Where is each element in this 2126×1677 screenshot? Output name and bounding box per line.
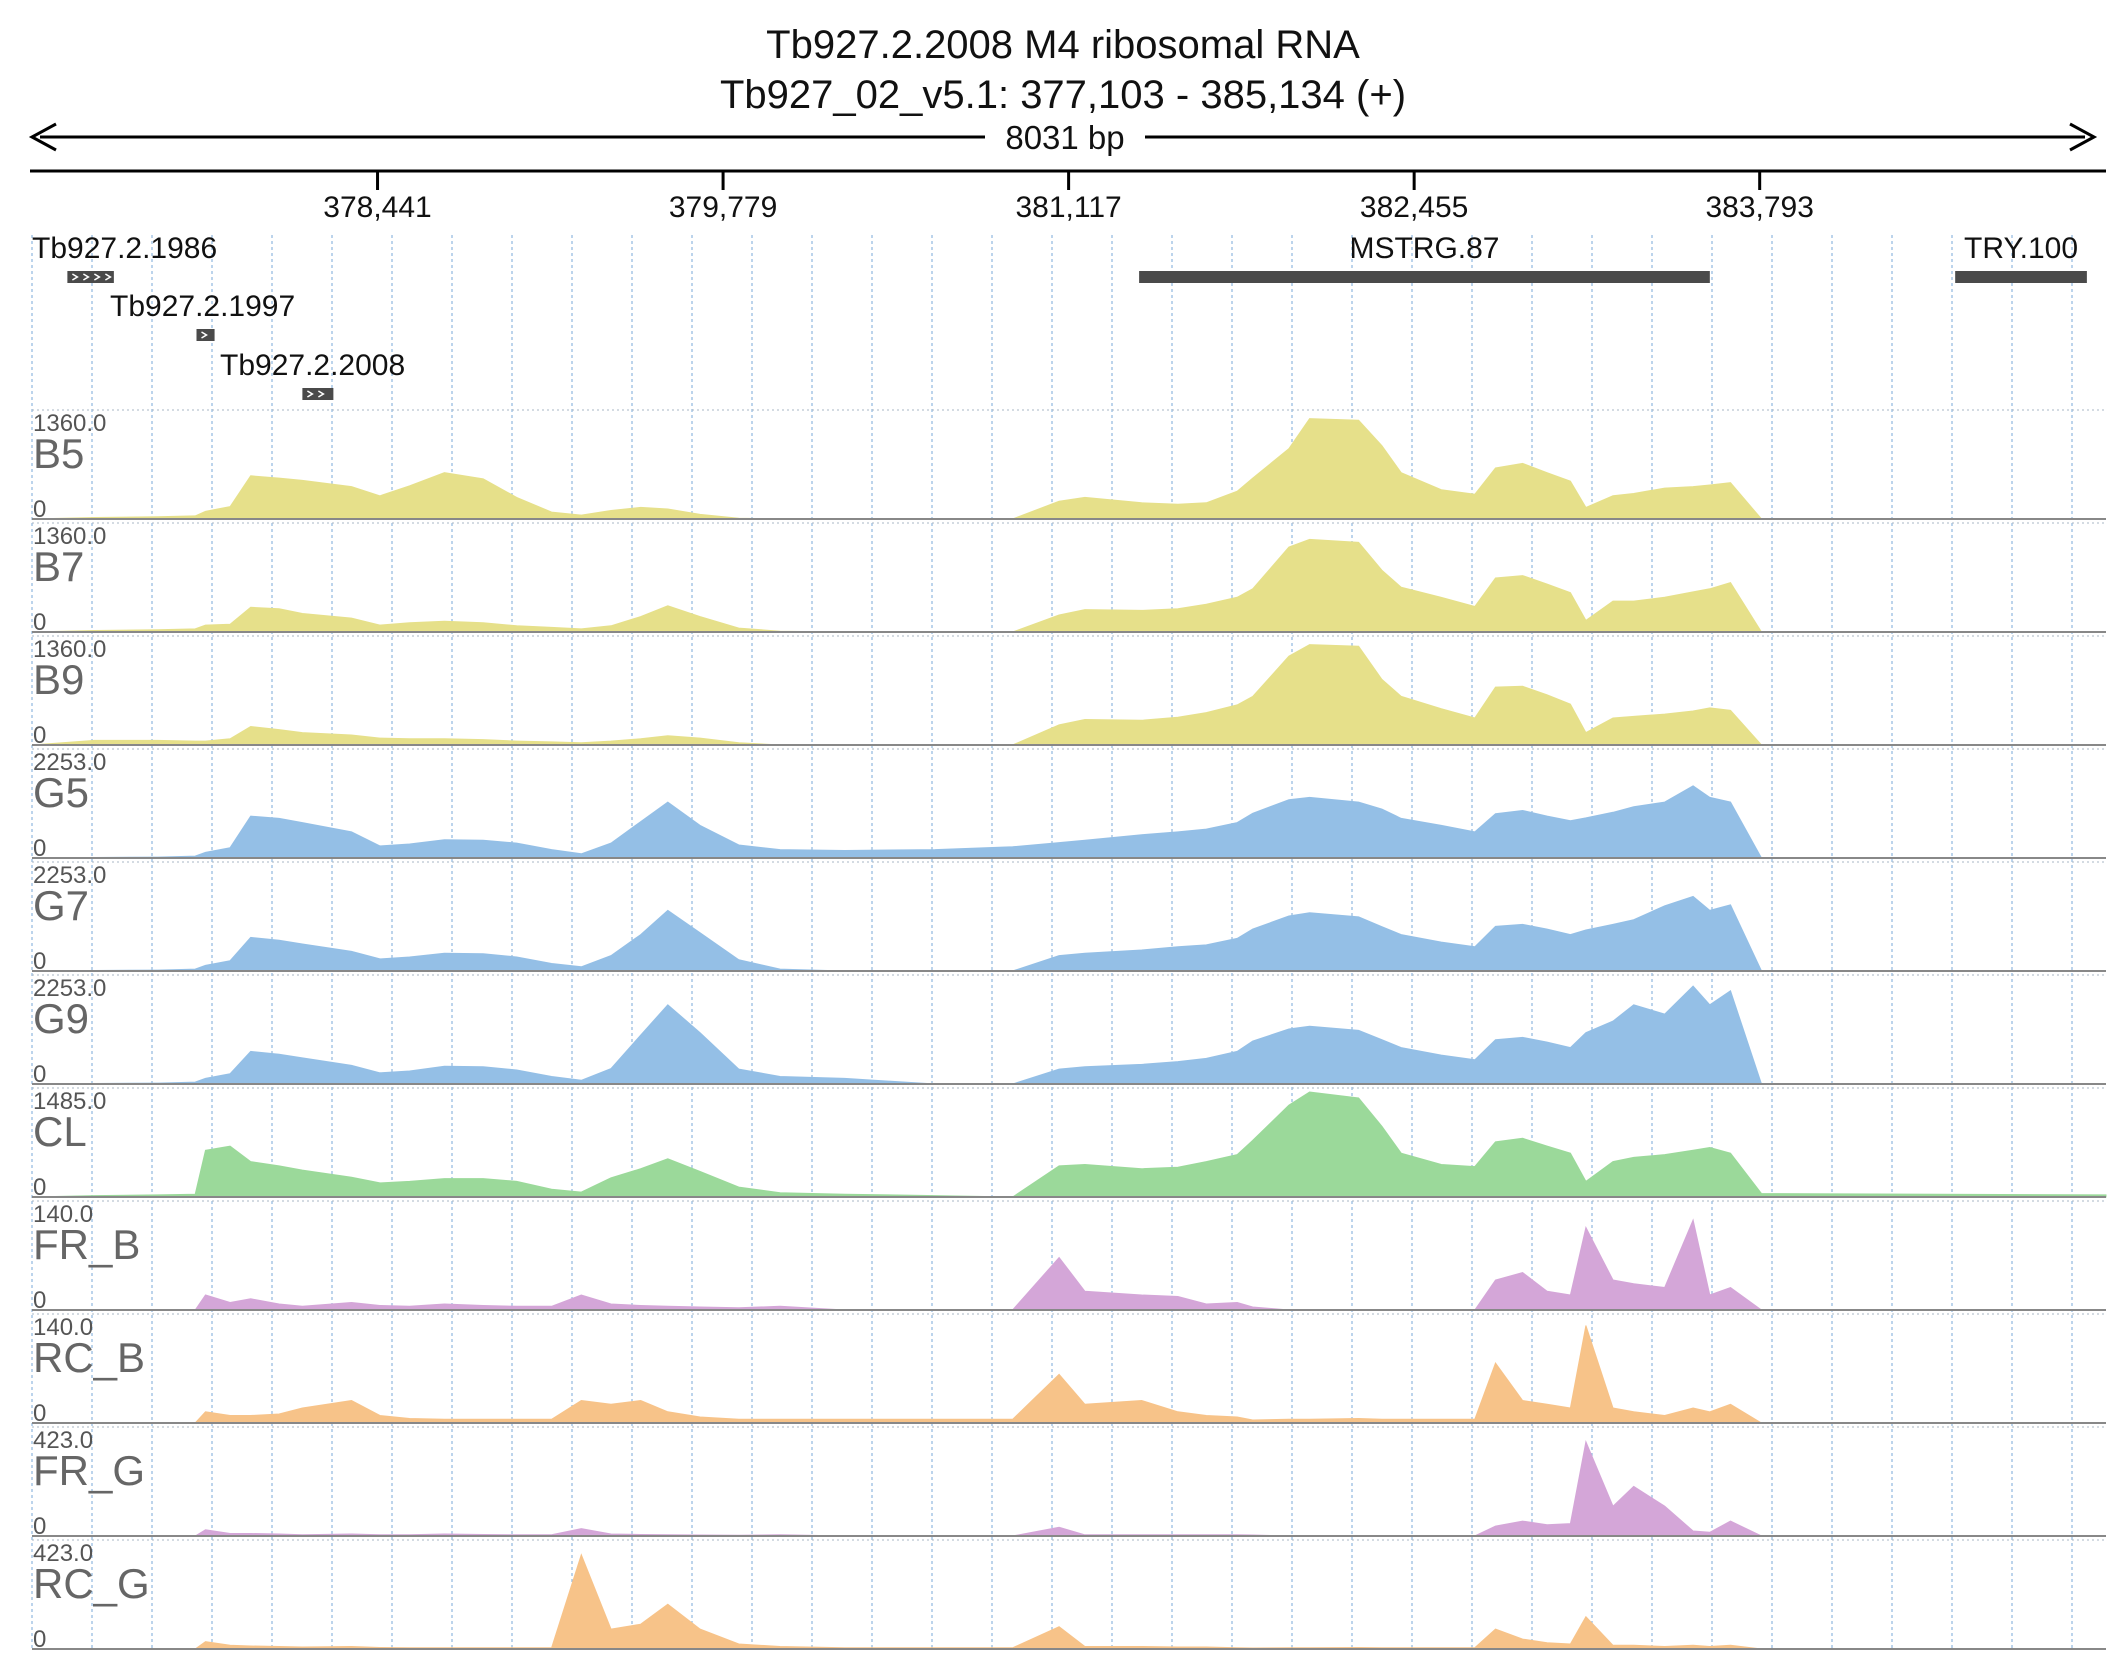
tick-label: 381,117 [1016, 191, 1122, 224]
right-arrowhead [2069, 122, 2098, 152]
tick-label: 382,455 [1360, 191, 1468, 224]
track-name: G9 [33, 995, 89, 1042]
track-zero-label: 0 [33, 1174, 46, 1201]
track-zero-label: 0 [33, 1061, 46, 1088]
coverage-area [32, 1325, 2106, 1424]
track-max-label: 2253.0 [33, 862, 106, 889]
gene-bar[interactable] [1139, 271, 1710, 283]
track-g5: 2253.0G5 0 [31, 748, 2106, 862]
track-zero-label: 0 [33, 722, 46, 749]
gene-feature[interactable]: MSTRG.87 [1139, 232, 1710, 283]
coverage-area [32, 1439, 2106, 1537]
track-rc-g: 423.0RC_G 0 [32, 1539, 2106, 1653]
title-locus: Tb927_02_v5.1: 377,103 - 385,134 (+) [719, 73, 1407, 117]
coverage-area [31, 644, 2106, 746]
coverage-area [31, 418, 2106, 520]
track-zero-label: 0 [33, 948, 46, 975]
track-b9: 1360.0B9 0 [31, 635, 2106, 749]
track-max-label: 140.0 [33, 1314, 93, 1341]
gene-bar[interactable] [1955, 271, 2087, 283]
track-name: B9 [33, 656, 84, 703]
gene-label: MSTRG.87 [1349, 232, 1499, 265]
track-max-label: 1360.0 [33, 523, 106, 550]
track-name: G7 [33, 882, 89, 929]
coverage-area [31, 985, 2106, 1085]
title-gene: Tb927.2.2008 M4 ribosomal RNA [766, 23, 1360, 67]
track-max-label: 2253.0 [33, 749, 106, 776]
gene-label: TRY.100 [1964, 232, 2078, 265]
track-b5: 1360.0B5 0 [31, 409, 2106, 523]
track-fr-g: 423.0FR_G 0 [32, 1426, 2106, 1540]
tick-label: 378,441 [323, 191, 431, 224]
track-zero-label: 0 [33, 1513, 46, 1540]
track-zero-label: 0 [33, 496, 46, 523]
strand-arrow-icon [93, 273, 101, 281]
strand-arrow-icon [82, 273, 90, 281]
coverage-area [32, 1553, 2106, 1650]
left-arrowhead [28, 122, 57, 152]
track-max-label: 1360.0 [33, 636, 106, 663]
vertical-gridlines [31, 235, 2073, 1650]
strand-arrow-icon [71, 273, 79, 281]
track-max-label: 423.0 [33, 1540, 93, 1567]
track-max-label: 2253.0 [33, 975, 106, 1002]
track-max-label: 1485.0 [33, 1088, 106, 1115]
track-zero-label: 0 [33, 1626, 46, 1653]
tick-label: 383,793 [1705, 191, 1813, 224]
gene-feature[interactable]: Tb927.2.1997 [110, 290, 295, 341]
length-ruler: 8031 bp [28, 118, 2106, 173]
track-zero-label: 0 [33, 835, 46, 862]
gene-feature[interactable]: TRY.100 [1955, 232, 2087, 283]
track-cl: 1485.0CL 0 [31, 1087, 2107, 1201]
track-fr-b: 140.0FR_B 0 [32, 1200, 2106, 1314]
track-zero-label: 0 [33, 609, 46, 636]
coverage-area [31, 538, 2106, 633]
track-max-label: 140.0 [33, 1201, 93, 1228]
gene-label: Tb927.2.2008 [220, 349, 405, 382]
track-rc-b: 140.0RC_B 0 [32, 1313, 2106, 1427]
track-g9: 2253.0G9 0 [31, 974, 2106, 1088]
length-label: 8031 bp [1005, 119, 1124, 156]
strand-arrow-icon [201, 331, 208, 339]
track-name: B7 [33, 543, 84, 590]
strand-arrow-icon [104, 273, 112, 281]
track-name: G5 [33, 769, 89, 816]
track-max-label: 423.0 [33, 1427, 93, 1454]
track-g7: 2253.0G7 0 [31, 861, 2106, 975]
gene-track: Tb927.2.1986 Tb927.2.1997 Tb927.2.2008 MSTR… [32, 232, 2087, 400]
track-name: CL [33, 1108, 87, 1155]
coverage-tracks: 1360.0B501360.0B701360.0B902253.0G502253… [31, 409, 2107, 1653]
axis-ticks: 378,441 379,779 381,117 382,455 383,793 [323, 171, 1814, 224]
strand-arrow-icon [307, 390, 314, 398]
track-name: B5 [33, 430, 84, 477]
tick-label: 379,779 [669, 191, 777, 224]
gene-bar[interactable] [67, 271, 114, 283]
gene-bar[interactable] [302, 388, 334, 400]
track-zero-label: 0 [33, 1287, 46, 1314]
track-name: FR_G [33, 1447, 145, 1494]
track-max-label: 1360.0 [33, 410, 106, 437]
coverage-area [31, 1091, 2107, 1198]
strand-arrow-icon [318, 390, 325, 398]
track-name: RC_B [33, 1334, 145, 1381]
track-name: RC_G [33, 1560, 150, 1607]
track-name: FR_B [33, 1221, 140, 1268]
coverage-area [31, 785, 2106, 859]
gene-label: Tb927.2.1997 [110, 290, 295, 323]
gene-label: Tb927.2.1986 [32, 232, 217, 265]
track-zero-label: 0 [33, 1400, 46, 1427]
gene-feature[interactable]: Tb927.2.1986 [32, 232, 217, 283]
coverage-area [31, 895, 2106, 972]
coverage-area [32, 1218, 2106, 1311]
page-title: Tb927.2.2008 M4 ribosomal RNA Tb927_02_v… [0, 20, 2126, 120]
track-b7: 1360.0B7 0 [31, 522, 2106, 636]
gene-feature[interactable]: Tb927.2.2008 [220, 349, 405, 400]
